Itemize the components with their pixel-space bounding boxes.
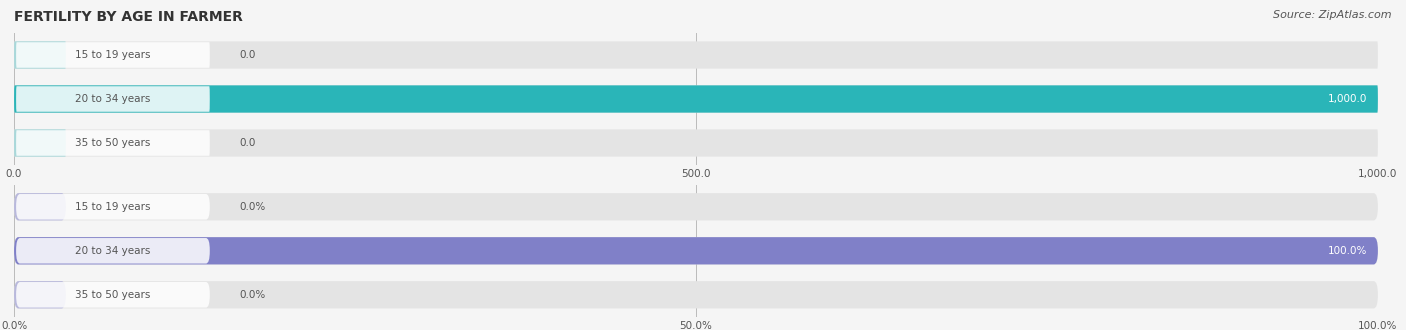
Text: Source: ZipAtlas.com: Source: ZipAtlas.com — [1274, 10, 1392, 20]
Text: 100.0%: 100.0% — [1327, 246, 1367, 256]
FancyBboxPatch shape — [14, 237, 1378, 264]
FancyBboxPatch shape — [14, 281, 66, 309]
FancyBboxPatch shape — [14, 85, 1378, 113]
Text: 1,000.0: 1,000.0 — [1327, 94, 1367, 104]
FancyBboxPatch shape — [15, 238, 209, 264]
FancyBboxPatch shape — [15, 42, 209, 68]
FancyBboxPatch shape — [14, 281, 1378, 309]
FancyBboxPatch shape — [14, 129, 66, 157]
FancyBboxPatch shape — [14, 193, 66, 220]
Text: 0.0%: 0.0% — [239, 202, 266, 212]
Text: 0.0%: 0.0% — [239, 290, 266, 300]
FancyBboxPatch shape — [15, 282, 209, 308]
Text: FERTILITY BY AGE IN FARMER: FERTILITY BY AGE IN FARMER — [14, 10, 243, 24]
FancyBboxPatch shape — [14, 41, 1378, 69]
Text: 15 to 19 years: 15 to 19 years — [75, 202, 150, 212]
FancyBboxPatch shape — [15, 86, 209, 112]
Text: 35 to 50 years: 35 to 50 years — [76, 290, 150, 300]
FancyBboxPatch shape — [14, 85, 1378, 113]
FancyBboxPatch shape — [15, 130, 209, 156]
Text: 0.0: 0.0 — [239, 50, 256, 60]
FancyBboxPatch shape — [14, 193, 1378, 220]
Text: 35 to 50 years: 35 to 50 years — [76, 138, 150, 148]
FancyBboxPatch shape — [15, 194, 209, 219]
Text: 0.0: 0.0 — [239, 138, 256, 148]
FancyBboxPatch shape — [14, 41, 66, 69]
Text: 15 to 19 years: 15 to 19 years — [75, 50, 150, 60]
FancyBboxPatch shape — [14, 237, 1378, 264]
FancyBboxPatch shape — [14, 129, 1378, 157]
Text: 20 to 34 years: 20 to 34 years — [76, 94, 150, 104]
Text: 20 to 34 years: 20 to 34 years — [76, 246, 150, 256]
